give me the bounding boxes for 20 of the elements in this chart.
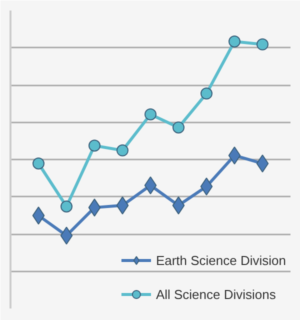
point [60, 200, 72, 212]
point [200, 177, 213, 196]
point [116, 196, 129, 214]
point [256, 38, 268, 50]
point [228, 146, 241, 164]
point [32, 206, 45, 225]
point [88, 198, 101, 217]
point [200, 88, 212, 100]
point [172, 121, 184, 134]
point [144, 176, 157, 194]
point [116, 144, 128, 156]
point [172, 196, 185, 214]
point [228, 35, 240, 48]
point [32, 158, 44, 170]
point [60, 226, 73, 245]
legend-label: Earth Science Division [156, 252, 286, 268]
legend-label: All Science Divisions [156, 286, 276, 302]
point [256, 154, 269, 173]
point [144, 108, 156, 120]
point [88, 140, 100, 152]
